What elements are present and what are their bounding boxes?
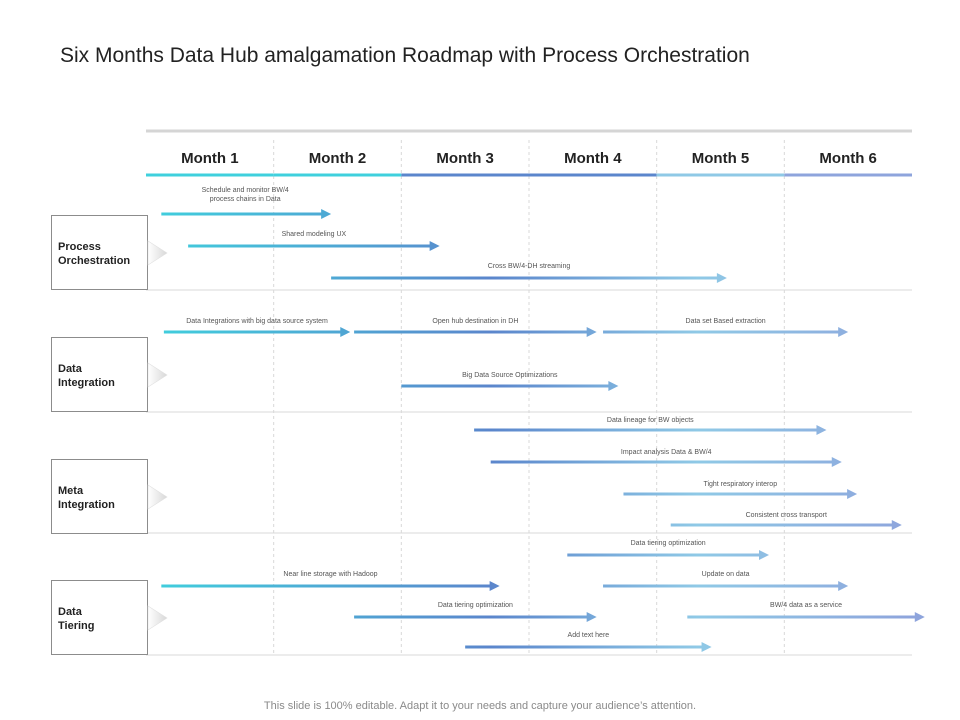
task-arrowhead-icon [914, 612, 925, 622]
task-arrowhead-icon [816, 425, 827, 435]
group-chevron-icon [147, 484, 168, 510]
task-label: Data tiering optimization [438, 602, 513, 609]
group-chevron-icon [147, 240, 168, 266]
task-arrowhead-icon [608, 381, 619, 391]
task-arrowhead-icon [838, 327, 849, 337]
task-arrowhead-icon [701, 642, 712, 652]
page-title: Six Months Data Hub amalgamation Roadmap… [60, 44, 750, 67]
group-label-box [51, 215, 148, 290]
task-label: Cross BW/4-DH streaming [488, 263, 571, 270]
task-arrowhead-icon [716, 273, 727, 283]
task-bar [603, 330, 841, 334]
task-bar [354, 615, 589, 619]
task-bar [474, 428, 819, 432]
task-label: Big Data Source Optimizations [462, 372, 558, 379]
group-label: Process Orchestration [58, 241, 130, 267]
task-bar [161, 212, 324, 216]
task-label: Open hub destination in DH [432, 318, 518, 325]
task-label: Shared modeling UX [282, 231, 347, 238]
task-label: Consistent cross transport [746, 512, 827, 519]
task-arrowhead-icon [759, 550, 770, 560]
task-label: Data tiering optimization [631, 540, 706, 547]
task-label: Tight respiratory interop [703, 481, 777, 488]
task-bar [603, 584, 841, 588]
task-bar [331, 276, 719, 280]
task-bar [188, 244, 432, 248]
task-bar [465, 645, 704, 649]
group-label: Data Integration [58, 363, 115, 389]
task-label: BW/4 data as a service [770, 602, 842, 609]
task-arrowhead-icon [321, 209, 332, 219]
month-header-label: Month 4 [564, 150, 622, 167]
month-header-label: Month 3 [436, 150, 494, 167]
group-chevron-icon [147, 605, 168, 631]
task-arrowhead-icon [891, 520, 902, 530]
task-arrowhead-icon [586, 612, 597, 622]
month-header-label: Month 5 [692, 150, 750, 167]
task-bar [354, 330, 589, 334]
task-arrowhead-icon [429, 241, 440, 251]
task-bar [490, 460, 834, 464]
task-label: Data lineage for BW objects [607, 417, 694, 424]
task-arrowhead-icon [489, 581, 500, 591]
task-bar [401, 384, 611, 388]
task-arrowhead-icon [340, 327, 351, 337]
task-bar [687, 615, 917, 619]
roadmap-chart: Month 1 Month 2 Month 3 Month 4 Month 5 Month… [51, 129, 925, 656]
month-header-label: Month 1 [181, 150, 239, 167]
group-label: Meta Integration [58, 485, 115, 511]
task-bar [623, 492, 850, 496]
month-header-label: Month 6 [819, 150, 877, 167]
group-chevron-icon [147, 362, 168, 388]
task-bar [161, 584, 492, 588]
task-bar [567, 553, 762, 557]
task-label: Impact analysis Data & BW/4 [621, 449, 712, 456]
group-label-box [51, 459, 148, 534]
grid [146, 140, 912, 656]
group-label: Data Tiering [58, 606, 94, 632]
task-label: Data Integrations with big data source s… [186, 318, 328, 325]
task-label: Add text here [568, 632, 610, 639]
task-arrowhead-icon [831, 457, 842, 467]
task-arrowhead-icon [847, 489, 858, 499]
task-label: Data set Based extraction [686, 318, 766, 325]
month-header: Month 1 Month 2 Month 3 Month 4 Month 5 Month… [146, 129, 912, 177]
task-label: Near line storage with Hadoop [283, 571, 377, 578]
task-bars: Schedule and monitor BW/4 process chains … [161, 187, 925, 652]
month-header-label: Month 2 [309, 150, 367, 167]
group-label-box [51, 337, 148, 412]
task-arrowhead-icon [838, 581, 849, 591]
task-bar [163, 330, 343, 334]
task-arrowhead-icon [586, 327, 597, 337]
group-labels: Process Orchestration Data Integration Meta I… [51, 215, 168, 655]
task-label: Update on data [702, 571, 750, 578]
footer-note: This slide is 100% editable. Adapt it to… [263, 700, 697, 712]
task-label: Schedule and monitor BW/4 process chains … [202, 187, 289, 203]
task-bar [670, 523, 894, 527]
group-label-box [51, 580, 148, 655]
